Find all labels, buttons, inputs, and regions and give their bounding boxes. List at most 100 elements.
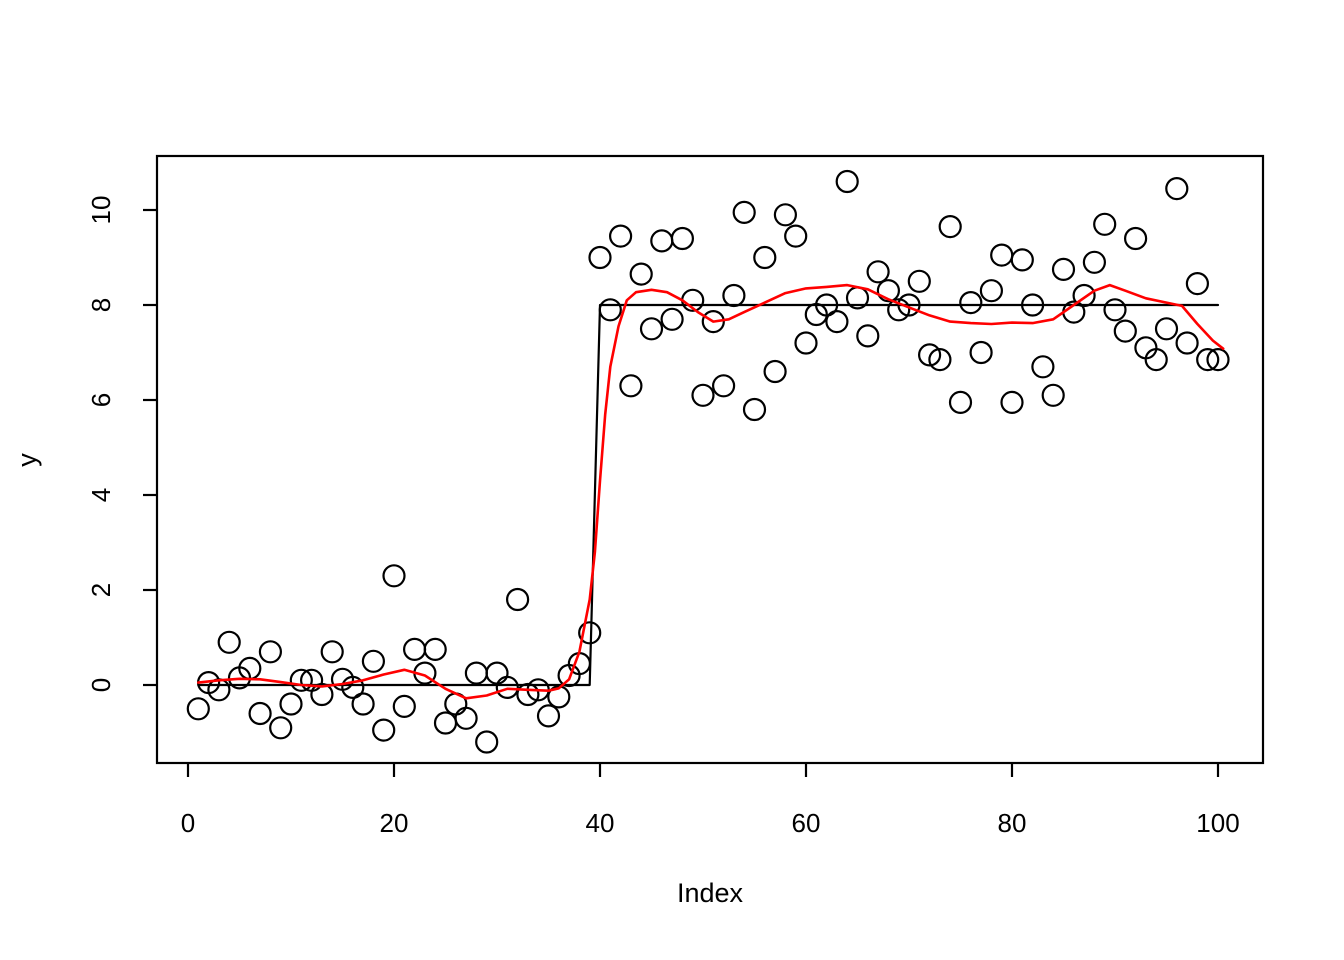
data-point — [784, 224, 808, 248]
data-point — [1144, 348, 1168, 372]
data-point — [856, 324, 880, 348]
data-point — [475, 730, 499, 754]
data-point — [1154, 317, 1179, 341]
data-point — [701, 310, 725, 334]
data-point — [670, 226, 695, 251]
data-point — [423, 637, 447, 662]
x-tick-label: 60 — [792, 808, 821, 838]
data-point — [742, 397, 767, 422]
data-point — [351, 692, 375, 716]
data-point — [722, 283, 746, 308]
data-point — [495, 675, 519, 700]
data-point — [1000, 390, 1024, 414]
data-point — [938, 215, 962, 239]
data-point — [1093, 212, 1117, 236]
data-point — [650, 229, 674, 253]
data-point — [959, 291, 983, 315]
data-point — [1165, 177, 1189, 201]
data-point — [732, 200, 756, 224]
data-point — [990, 243, 1014, 267]
x-axis-title: Index — [677, 878, 744, 908]
data-point — [454, 706, 478, 730]
data-point — [876, 279, 901, 303]
data-point — [825, 310, 849, 334]
data-point — [773, 203, 798, 227]
y-tick-label: 4 — [86, 488, 116, 502]
data-point — [217, 630, 241, 654]
data-point — [1010, 248, 1034, 272]
data-point — [948, 390, 973, 414]
y-tick-label: 10 — [86, 196, 116, 225]
data-points — [186, 169, 1230, 754]
x-tick-label: 80 — [998, 808, 1027, 838]
plot-box — [155, 154, 1265, 765]
data-point — [186, 697, 210, 721]
data-point — [1175, 331, 1199, 355]
data-point — [1113, 319, 1137, 343]
data-point — [629, 262, 653, 286]
data-point — [547, 685, 571, 709]
y-tick-label: 2 — [86, 583, 116, 597]
data-point — [835, 169, 859, 194]
data-point — [917, 343, 942, 367]
data-point — [382, 564, 406, 588]
data-point — [1103, 298, 1127, 322]
data-point — [1196, 348, 1220, 372]
data-point — [979, 279, 1004, 303]
data-point — [1051, 257, 1076, 281]
data-point — [1041, 383, 1065, 407]
x-axis: 0 20 40 60 80 100 — [181, 763, 1240, 838]
y-axis-title: y — [12, 453, 42, 467]
data-point — [403, 637, 427, 662]
data-point — [578, 621, 602, 645]
data-point — [887, 298, 911, 322]
data-point — [711, 374, 736, 398]
lowess-smooth-line — [197, 283, 1225, 700]
data-point — [866, 260, 890, 284]
data-point — [763, 359, 787, 384]
y-tick-label: 0 — [86, 678, 116, 692]
data-point — [794, 331, 818, 355]
y-axis: 0 2 4 6 8 10 — [86, 196, 157, 692]
data-point — [907, 269, 931, 293]
x-tick-label: 100 — [1196, 808, 1239, 838]
data-point — [753, 245, 777, 270]
step-function-line — [197, 303, 1220, 687]
x-tick-label: 0 — [181, 808, 195, 838]
data-point — [536, 704, 561, 728]
data-point — [341, 675, 365, 700]
data-point — [269, 716, 293, 740]
data-point — [1123, 226, 1148, 251]
x-tick-label: 20 — [380, 808, 409, 838]
data-point — [619, 374, 643, 398]
data-point — [691, 383, 715, 407]
data-point — [608, 224, 633, 248]
data-point — [320, 640, 344, 664]
data-point — [372, 718, 396, 742]
data-point — [464, 661, 488, 685]
data-point — [928, 348, 952, 372]
data-point — [433, 711, 458, 735]
data-point — [258, 640, 282, 664]
data-point — [660, 307, 684, 331]
y-tick-label: 6 — [86, 393, 116, 407]
data-point — [1206, 348, 1230, 372]
fit-lines — [197, 283, 1225, 700]
y-tick-label: 8 — [86, 298, 116, 312]
data-point — [639, 317, 664, 341]
data-point — [598, 298, 622, 322]
data-point — [969, 340, 993, 365]
x-tick-label: 40 — [586, 808, 615, 838]
data-point — [289, 668, 313, 692]
data-point — [1082, 250, 1107, 274]
data-point — [361, 649, 385, 673]
data-point — [1185, 272, 1210, 296]
data-point — [1031, 355, 1055, 379]
data-point — [279, 692, 303, 716]
data-point — [485, 661, 509, 685]
data-point — [248, 701, 272, 726]
data-point — [588, 245, 612, 270]
data-point — [505, 587, 530, 612]
